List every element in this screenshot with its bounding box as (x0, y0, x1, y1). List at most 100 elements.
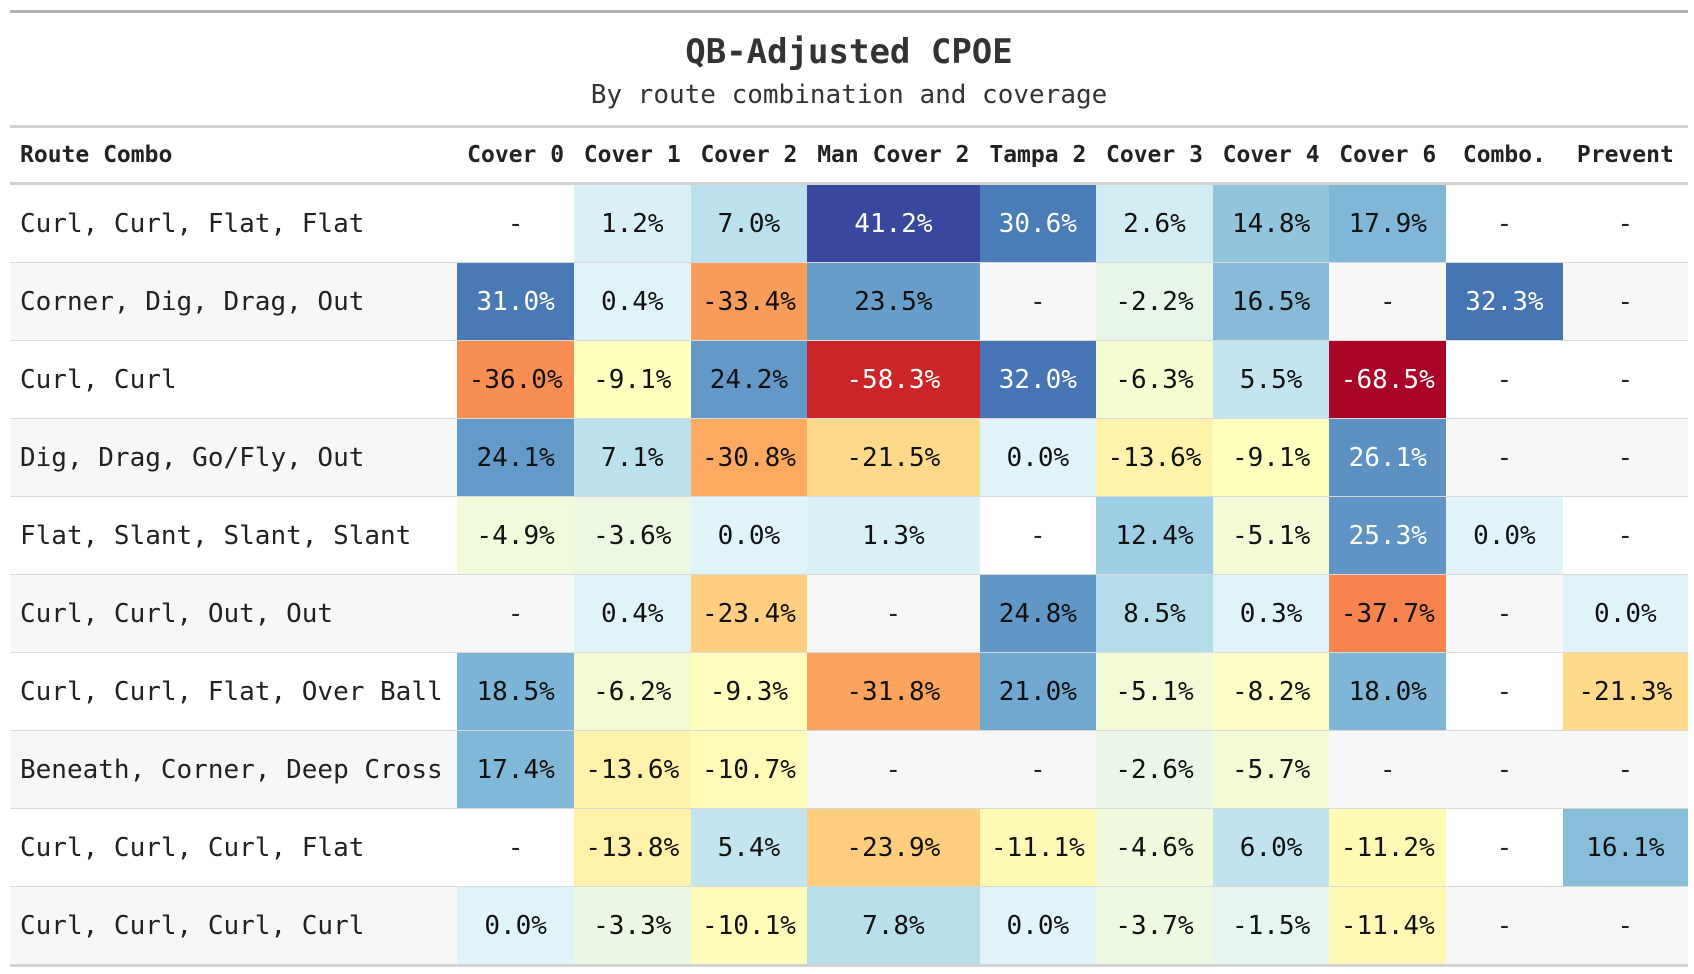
table-row: Curl, Curl -36.0% -9.1% 24.2% -58.3% 32.0% -6.… (10, 340, 1688, 419)
empty-cell: - (807, 574, 980, 653)
empty-cell: - (457, 574, 574, 653)
empty-cell: - (457, 808, 574, 887)
value-cell: -10.7% (690, 730, 808, 809)
value-cell: 32.3% (1446, 262, 1563, 341)
table-row: Flat, Slant, Slant, Slant -4.9% -3.6% 0.0% 1… (10, 496, 1688, 575)
value-cell: 24.8% (979, 574, 1097, 653)
empty-cell: - (1562, 262, 1688, 341)
empty-cell: - (1562, 886, 1688, 966)
route-combo-label: Curl, Curl, Curl, Flat (10, 808, 458, 887)
value-cell: -3.7% (1096, 886, 1213, 966)
value-cell: 0.3% (1212, 574, 1330, 653)
empty-cell: - (1446, 418, 1563, 497)
value-cell: 30.6% (979, 183, 1097, 263)
value-cell: 17.9% (1329, 183, 1447, 263)
column-header-route-combo: Route Combo (20, 142, 173, 168)
value-cell: -9.1% (573, 340, 691, 419)
cpoe-table: Route Combo Cover 0 Cover 1 Cover 2 Man Cove… (10, 125, 1688, 967)
empty-cell: - (807, 730, 980, 809)
value-cell: -5.1% (1096, 652, 1213, 731)
empty-cell: - (1562, 496, 1688, 575)
value-cell: 23.5% (807, 262, 980, 341)
value-cell: -9.3% (690, 652, 808, 731)
value-cell: 18.0% (1329, 652, 1447, 731)
value-cell: -13.6% (573, 730, 691, 809)
value-cell: -8.2% (1212, 652, 1330, 731)
top-rule (10, 10, 1688, 13)
table-row: Curl, Curl, Curl, Curl 0.0% -3.3% -10.1% 7.8… (10, 886, 1688, 966)
value-cell: 1.3% (807, 496, 980, 575)
value-cell: 2.6% (1096, 183, 1213, 263)
empty-cell: - (1446, 808, 1563, 887)
value-cell: 21.0% (979, 652, 1097, 731)
chart-subtitle: By route combination and coverage (590, 80, 1108, 110)
chart-title: QB-Adjusted CPOE (685, 32, 1013, 72)
value-cell: 0.0% (1562, 574, 1688, 653)
value-cell: 14.8% (1212, 183, 1330, 263)
table-row: Beneath, Corner, Deep Cross 17.4% -13.6% -1… (10, 730, 1688, 809)
table-row: Curl, Curl, Out, Out -0.4% -23.4% -24.8% 8.5… (10, 574, 1688, 653)
value-cell: -5.1% (1212, 496, 1330, 575)
value-cell: 0.4% (573, 574, 691, 653)
value-cell: -5.7% (1212, 730, 1330, 809)
route-combo-label: Curl, Curl (10, 340, 458, 419)
table-row: Curl, Curl, Curl, Flat - -13.8% 5.4% -23.9% -… (10, 808, 1688, 887)
value-cell: 16.5% (1212, 262, 1330, 341)
header-row: Route Combo Cover 0 Cover 1 Cover 2 Man Cove… (10, 126, 1688, 184)
value-cell: -2.6% (1096, 730, 1213, 809)
column-header-cover-3: Cover 3 (1106, 142, 1203, 168)
table-row: Curl, Curl, Flat, Over Ball 18.5% -6.2% -9.… (10, 652, 1688, 731)
value-cell: 5.4% (690, 808, 808, 887)
table-row: Dig, Drag, Go/Fly, Out 24.1% 7.1% -30.8% -21… (10, 418, 1688, 497)
value-cell: 6.0% (1212, 808, 1330, 887)
value-cell: 26.1% (1329, 418, 1447, 497)
value-cell: -36.0% (457, 340, 574, 419)
value-cell: -37.7% (1329, 574, 1447, 653)
value-cell: 16.1% (1562, 808, 1688, 887)
value-cell: 31.0% (457, 262, 574, 341)
column-header-cover-2: Cover 2 (700, 142, 798, 168)
column-header-combo: Combo. (1462, 142, 1546, 168)
value-cell: 41.2% (807, 183, 980, 263)
empty-cell: - (979, 730, 1097, 809)
route-combo-label: Flat, Slant, Slant, Slant (10, 496, 458, 575)
value-cell: 0.0% (690, 496, 808, 575)
value-cell: 17.4% (457, 730, 574, 809)
value-cell: 24.1% (457, 418, 574, 497)
value-cell: -3.6% (573, 496, 691, 575)
value-cell: 0.4% (573, 262, 691, 341)
value-cell: -4.6% (1096, 808, 1213, 887)
value-cell: -9.1% (1212, 418, 1330, 497)
empty-cell: - (457, 183, 574, 263)
route-combo-label: Corner, Dig, Drag, Out (10, 262, 458, 341)
value-cell: -68.5% (1329, 340, 1447, 419)
empty-cell: - (1329, 262, 1447, 341)
table-body: Curl, Curl, Flat, Flat -1.2% 7.0% 41.2% 30.6… (10, 183, 1688, 966)
column-header-cover-6: Cover 6 (1339, 142, 1437, 168)
value-cell: 7.0% (690, 183, 808, 263)
value-cell: 0.0% (979, 418, 1097, 497)
value-cell: -21.3% (1562, 652, 1688, 731)
value-cell: -1.5% (1212, 886, 1330, 966)
value-cell: 0.0% (979, 886, 1097, 966)
value-cell: 0.0% (457, 886, 574, 966)
value-cell: 18.5% (457, 652, 574, 731)
value-cell: 5.5% (1212, 340, 1330, 419)
empty-cell: - (1562, 340, 1688, 419)
empty-cell: - (1446, 183, 1563, 263)
empty-cell: - (979, 262, 1097, 341)
value-cell: -13.8% (573, 808, 691, 887)
value-cell: -6.2% (573, 652, 691, 731)
column-header-tampa-2: Tampa 2 (989, 142, 1087, 168)
table-row: Curl, Curl, Flat, Flat -1.2% 7.0% 41.2% 30.6… (10, 183, 1688, 263)
empty-cell: - (1446, 652, 1563, 731)
empty-cell: - (1562, 730, 1688, 809)
empty-cell: - (979, 496, 1097, 575)
value-cell: -23.9% (807, 808, 980, 887)
value-cell: -11.4% (1329, 886, 1447, 966)
route-combo-label: Dig, Drag, Go/Fly, Out (10, 418, 458, 497)
value-cell: -4.9% (457, 496, 574, 575)
table-row: Corner, Dig, Drag, Out 31.0% 0.4% -33.4% 23.… (10, 262, 1688, 341)
route-combo-label: Curl, Curl, Flat, Over Ball (10, 652, 458, 731)
empty-cell: - (1329, 730, 1447, 809)
